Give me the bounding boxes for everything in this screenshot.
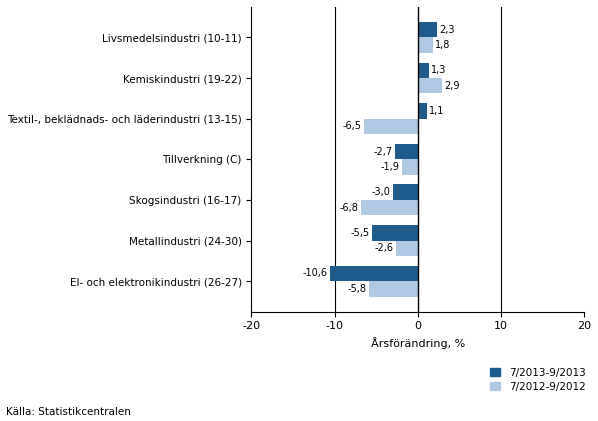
Bar (418, 78, 442, 93)
Text: -3,0: -3,0 (371, 187, 390, 197)
Bar (395, 144, 418, 159)
Bar (329, 266, 418, 281)
Bar (418, 37, 433, 53)
Text: -5,5: -5,5 (350, 228, 370, 238)
Text: -10,6: -10,6 (302, 269, 327, 278)
Bar (370, 281, 418, 297)
Bar (418, 63, 429, 78)
Text: -5,8: -5,8 (348, 284, 367, 294)
Bar (361, 200, 418, 216)
Text: -2,7: -2,7 (374, 147, 393, 157)
Bar (364, 119, 418, 134)
Bar (418, 22, 437, 37)
Bar (393, 184, 418, 200)
Text: -2,6: -2,6 (374, 243, 393, 253)
Text: 2,3: 2,3 (440, 25, 455, 35)
Bar (372, 225, 418, 240)
Text: 2,9: 2,9 (444, 81, 460, 91)
Text: -6,5: -6,5 (342, 121, 361, 131)
X-axis label: Årsförändring, %: Årsförändring, % (371, 337, 465, 349)
Text: 1,1: 1,1 (429, 106, 445, 116)
Bar (402, 159, 418, 175)
Text: -6,8: -6,8 (340, 203, 359, 213)
Text: -1,9: -1,9 (380, 162, 399, 172)
Text: Källa: Statistikcentralen: Källa: Statistikcentralen (6, 407, 131, 417)
Text: 1,8: 1,8 (435, 40, 450, 50)
Text: 1,3: 1,3 (431, 65, 446, 75)
Bar (418, 103, 427, 119)
Legend: 7/2013-9/2013, 7/2012-9/2012: 7/2013-9/2013, 7/2012-9/2012 (490, 368, 585, 392)
Bar (396, 240, 418, 256)
